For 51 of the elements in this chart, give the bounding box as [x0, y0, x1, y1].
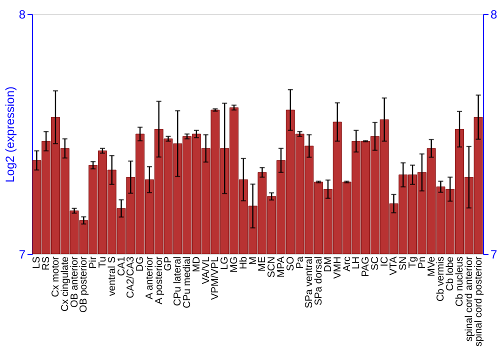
y2-tick-label: 8 [490, 8, 498, 22]
x-tick-label: VTA [388, 256, 400, 276]
x-tick-label: PAG [360, 256, 372, 277]
x-tick-label: Pa [294, 256, 306, 269]
x-tick-label: CA1 [116, 256, 128, 276]
x-tick-label: IC [379, 256, 390, 266]
x-tick-label: A anterior [144, 256, 156, 300]
x-tick-label: CPu medial [182, 256, 194, 308]
x-tick-label: spinal cord posterior [473, 256, 484, 347]
x-tick-label: SPa dorsal [314, 256, 325, 306]
x-tick-label: Tg [408, 256, 419, 268]
y2-tick-label: 7 [490, 248, 498, 262]
x-tick-label: MVe [426, 256, 438, 277]
x-tick-label: VMH [332, 256, 344, 279]
x-tick-label: CA2/CA3 [126, 256, 137, 298]
x-tick-label: MD [191, 256, 202, 272]
x-tick-label: OB posterior [78, 256, 90, 313]
x-tick-label: RS [41, 256, 52, 270]
x-tick-label: SC [370, 256, 381, 270]
x-tick-label: Cb vermis [436, 256, 447, 302]
x-tick-label: Pn [416, 256, 428, 269]
x-tick-label: SO [285, 256, 296, 271]
x-tick-label: LH [351, 256, 362, 270]
x-tick-label: OB anterior [69, 256, 80, 308]
x-tick-label: SN [398, 256, 410, 270]
x-tick-label: Hb [238, 256, 250, 270]
x-tick-label: Arc [342, 256, 353, 272]
x-tick-label: VA/VL [200, 256, 212, 284]
x-tick-label: A posterior [154, 256, 165, 304]
x-tick-label: DM [322, 256, 334, 272]
x-tick-label: DG [135, 256, 146, 272]
x-tick-label: spinal cord anterior [464, 256, 475, 342]
x-tick-label: CPu lateral [172, 256, 184, 306]
x-tick-label: ME [257, 256, 268, 272]
x-tick-label: Cb lobe [445, 256, 456, 291]
x-tick-label: SPa ventral [304, 256, 316, 308]
x-tick-label: VPM/VPL [210, 256, 222, 300]
x-tick-label: GP [163, 256, 174, 271]
y-axis-title: Log2 (expression) [2, 86, 17, 183]
x-tick-label: Pir [88, 256, 100, 269]
x-tick-label: Tu [97, 256, 108, 268]
x-tick-label: Cb nucleus [454, 256, 466, 307]
x-tick-label: MPA [276, 256, 287, 278]
x-tick-label: LG [220, 256, 231, 270]
x-tick-label: ventral S [106, 256, 118, 296]
x-tick-label: SCN [266, 256, 278, 278]
x-tick-label: Cx cingulate [60, 256, 71, 312]
x-tick-label: LS [32, 256, 43, 269]
x-tick-label: Cx motor [50, 256, 62, 298]
x-tick-label: MG [229, 256, 240, 273]
x-tick-label: M [248, 256, 259, 265]
